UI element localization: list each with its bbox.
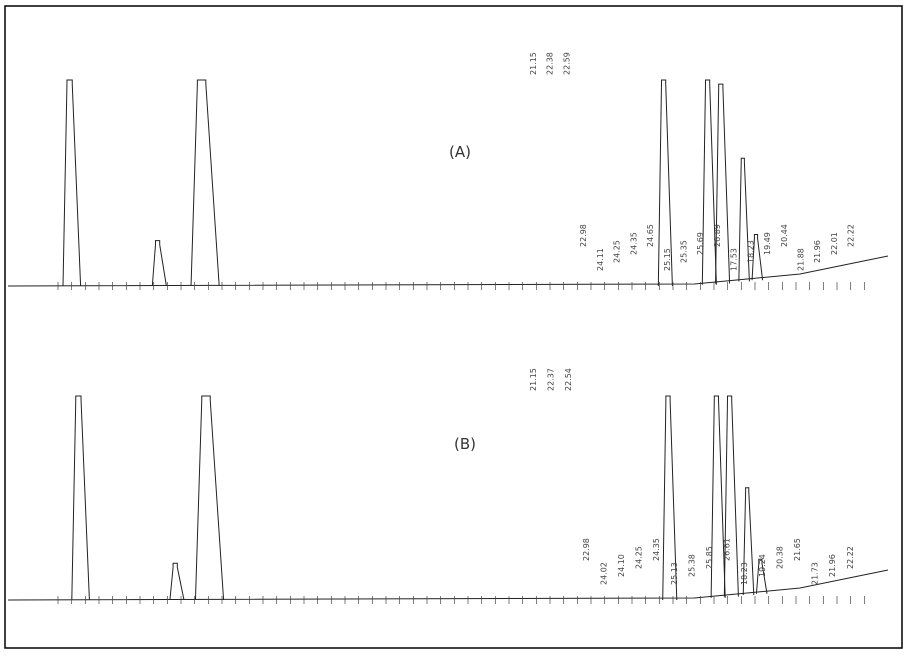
peak [151,240,167,287]
peak-label: 21.15 [529,368,538,391]
panel-a: (A) 21.15 22.38 22.59 22.98 24.11 24.25 24.35 24… [7,52,889,290]
peak-label: 25.13 [670,562,679,585]
peak [194,395,225,601]
panel-title: (B) [454,435,476,453]
peak [190,79,220,287]
peak-label: 24.35 [652,538,661,561]
peak-label: 22.59 [562,52,571,75]
peak-label: 24.02 [599,562,608,585]
peak-label: 20.44 [780,224,789,247]
peak [715,83,731,284]
peak-label: 25.15 [663,248,672,271]
peak [657,79,673,287]
peak-label: 24.25 [613,240,622,263]
peak-label: 25.69 [696,232,705,255]
figure-border [4,5,903,649]
peak-label: 19.24 [758,554,767,577]
peak-label: 21.96 [813,240,822,263]
peak-label: 17.53 [730,248,739,271]
baseline [7,569,889,601]
baseline [7,255,889,287]
peak-label: 20.38 [775,546,784,569]
peak-label: 22.98 [582,538,591,561]
peak-label: 18.23 [746,240,755,263]
peak [662,395,678,601]
peak-label: 25.35 [679,240,688,263]
peak-label: 22.38 [546,52,555,75]
peak [701,79,717,285]
peak-label: 24.11 [596,248,605,271]
peak-label: 18.23 [740,562,749,585]
peak [71,395,90,601]
peak-label: 25.38 [687,554,696,577]
peak-label: 26.89 [713,224,722,247]
peak [62,79,82,287]
peak-label: 24.35 [629,232,638,255]
peak-label: 24.25 [635,546,644,569]
peak-label: 19.49 [763,232,772,255]
peak [755,558,768,594]
peak-label: 22.98 [579,224,588,247]
peak-label: 21.88 [797,248,806,271]
peak-label: 24.10 [617,554,626,577]
peak [742,487,755,596]
panel-b: (B) 21.15 22.37 22.54 22.98 24.02 24.10 24.25 24… [7,368,889,604]
peak [751,234,764,281]
peak [738,157,750,282]
peak-label: 21.15 [529,52,538,75]
peak-label: 21.96 [828,554,837,577]
peak-label: 22.54 [564,368,573,391]
peak [723,395,739,597]
peak-label: 22.22 [847,224,856,247]
peak-label: 22.37 [547,368,556,391]
peak [169,562,185,601]
peak-label: 25.85 [705,546,714,569]
peak [710,395,726,598]
peak-label: 22.01 [830,232,839,255]
peak-label: 26.61 [723,538,732,561]
peak-label: 24.65 [646,224,655,247]
peak-label: 22.22 [846,546,855,569]
peak-label: 21.73 [811,562,820,585]
panel-title: (A) [449,143,471,161]
peak-label: 21.65 [793,538,802,561]
